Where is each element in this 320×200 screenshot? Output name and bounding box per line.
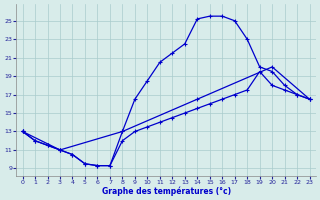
X-axis label: Graphe des températures (°c): Graphe des températures (°c) [101,186,231,196]
